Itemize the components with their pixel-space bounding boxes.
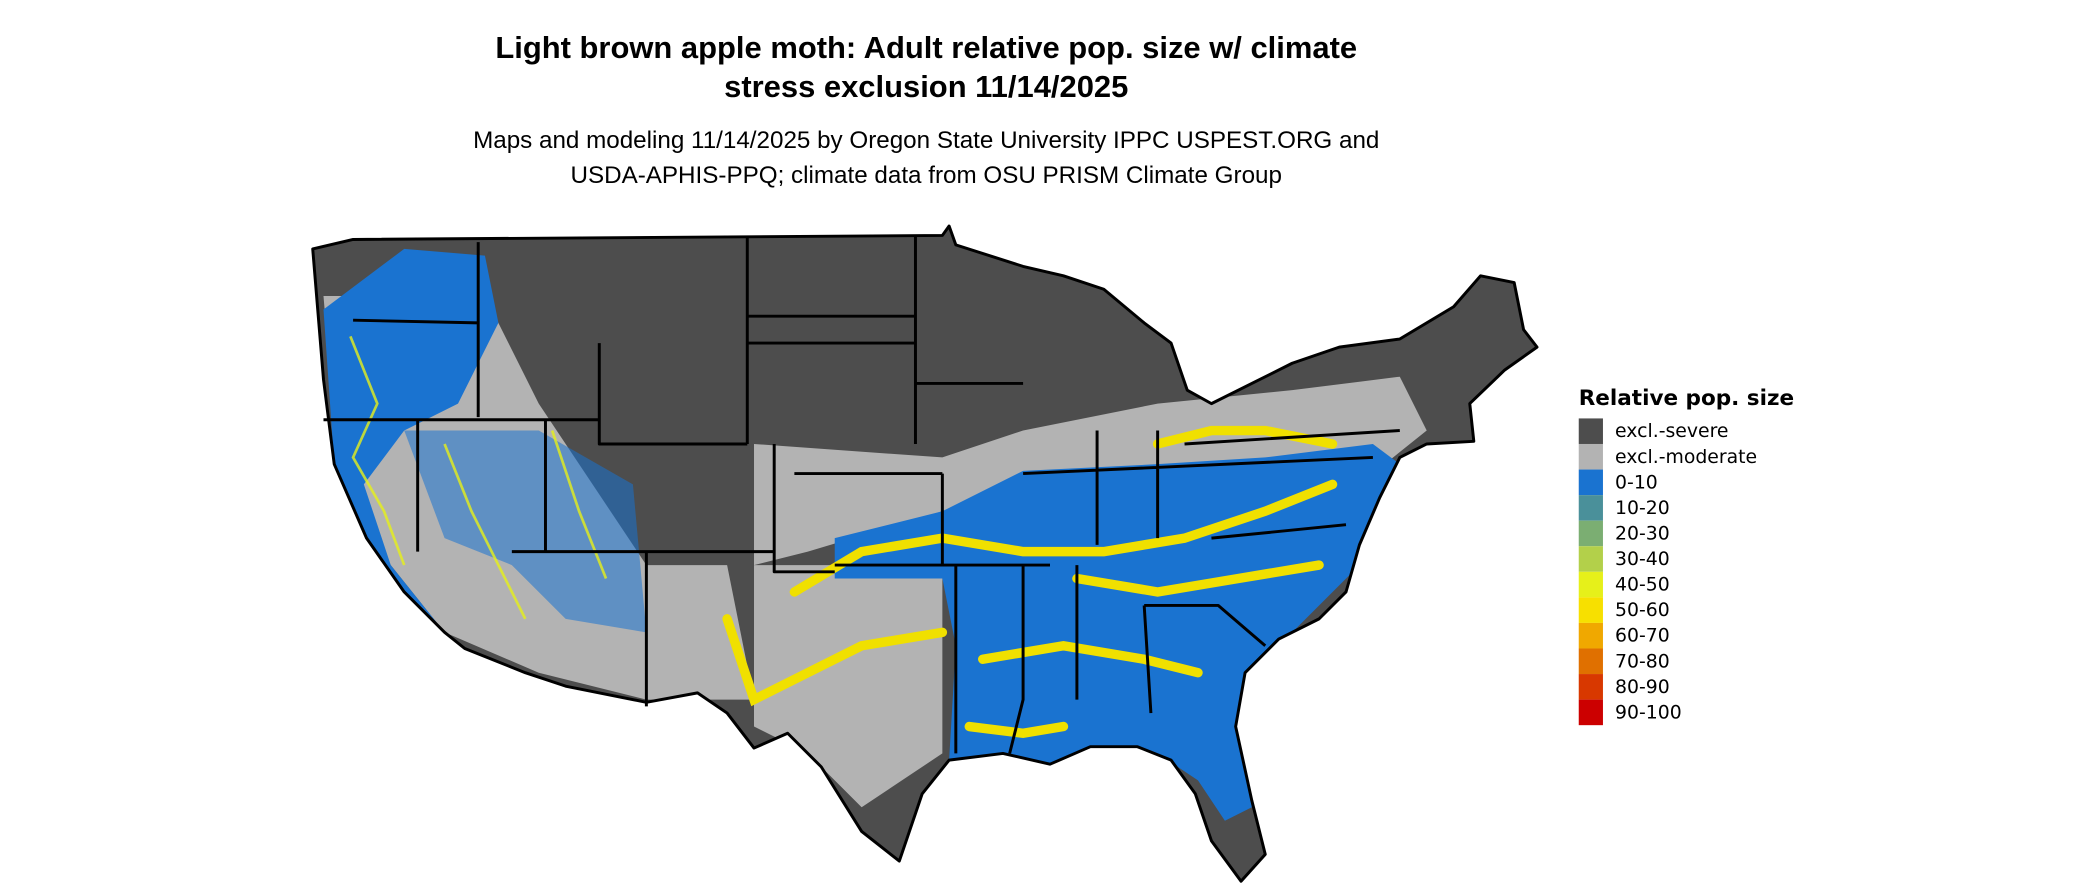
- legend-label: 20-30: [1615, 524, 1670, 545]
- legend-label: 10-20: [1615, 498, 1670, 519]
- region-0-10-interior: [404, 430, 647, 633]
- legend-label: excl.-moderate: [1615, 447, 1757, 468]
- legend-label: 90-100: [1615, 702, 1682, 723]
- state-borders: [311, 224, 1539, 883]
- legend-swatch: [1578, 622, 1603, 649]
- map-title-line2: stress exclusion 11/14/2025: [724, 69, 1128, 104]
- legend-label: 70-80: [1615, 651, 1670, 672]
- legend-label: 0-10: [1615, 472, 1658, 493]
- legend-swatch: [1578, 443, 1603, 470]
- legend-swatch: [1578, 520, 1603, 547]
- legend-swatch: [1578, 674, 1603, 700]
- legend-swatch: [1578, 648, 1603, 675]
- legend-swatch: [1578, 546, 1603, 572]
- legend-label: 50-60: [1615, 600, 1670, 621]
- map-subtitle-line1: Maps and modeling 11/14/2025 by Oregon S…: [473, 127, 1379, 154]
- legend-swatch: [1578, 469, 1603, 496]
- legend-title: Relative pop. size: [1579, 386, 1794, 411]
- legend-swatch: [1578, 597, 1603, 623]
- region-40-50-speckles: [349, 335, 608, 620]
- map-title-line1: Light brown apple moth: Adult relative p…: [495, 30, 1357, 65]
- map-subtitle-line2: USDA-APHIS-PPQ; climate data from OSU PR…: [570, 162, 1282, 189]
- legend-label: excl.-severe: [1615, 421, 1728, 442]
- legend-label: 80-90: [1615, 677, 1670, 698]
- legend-label: 60-70: [1615, 626, 1670, 647]
- legend-label: 40-50: [1615, 575, 1670, 596]
- legend-swatch: [1578, 571, 1603, 598]
- legend-swatch: [1578, 495, 1603, 521]
- us-map: [312, 226, 1538, 882]
- legend-swatch: [1578, 699, 1603, 726]
- legend: Relative pop. size excl.-severe excl.-mod…: [1578, 386, 1794, 726]
- legend-swatch: [1578, 418, 1603, 444]
- legend-label: 30-40: [1615, 549, 1670, 570]
